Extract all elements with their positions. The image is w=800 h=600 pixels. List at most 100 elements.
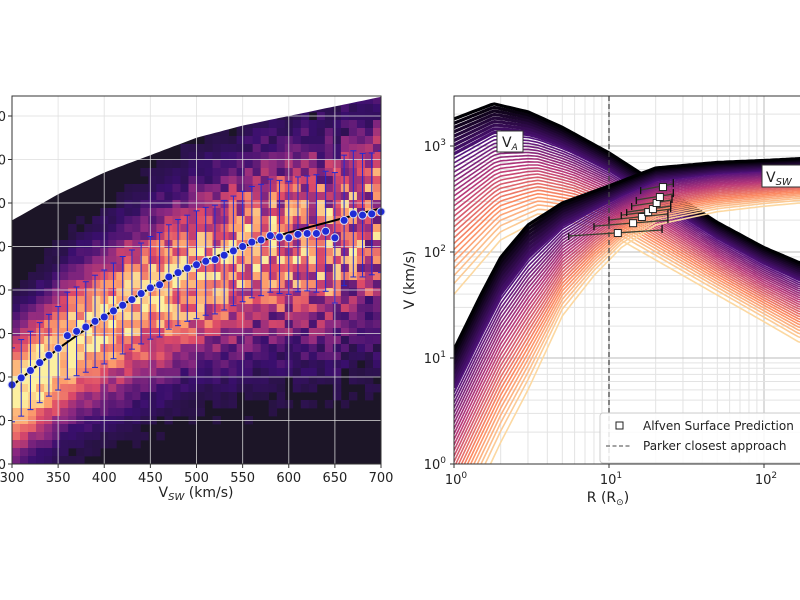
- heatmap-cell: [60, 336, 69, 345]
- heatmap-cell: [204, 144, 213, 153]
- heatmap-cell: [156, 384, 165, 393]
- heatmap-cell: [372, 136, 381, 145]
- heatmap-cell: [276, 336, 286, 345]
- heatmap-cell: [20, 360, 29, 369]
- y-tick-label: 102: [424, 244, 446, 261]
- heatmap-cell: [228, 344, 238, 353]
- heatmap-cell: [308, 248, 318, 257]
- heatmap-cell: [60, 280, 69, 289]
- heatmap-cell: [276, 184, 286, 193]
- heatmap-cell: [148, 352, 157, 361]
- heatmap-cell: [348, 120, 358, 129]
- heatmap-cell: [316, 256, 326, 265]
- heatmap-cell: [348, 368, 358, 377]
- heatmap-cell: [308, 272, 318, 281]
- heatmap-cell: [180, 272, 189, 281]
- vsw-curve: [454, 173, 800, 419]
- heatmap-cell: [268, 224, 278, 233]
- heatmap-cell: [68, 424, 77, 433]
- vsw-curve: [454, 179, 800, 446]
- heatmap-cell: [132, 312, 141, 321]
- heatmap-cell: [68, 288, 77, 297]
- heatmap-cell: [332, 296, 342, 305]
- heatmap-cell: [252, 360, 262, 369]
- heatmap-cell: [84, 424, 93, 433]
- heatmap-cell: [124, 264, 133, 273]
- heatmap-cell: [148, 216, 157, 225]
- heatmap-cell: [340, 256, 350, 265]
- heatmap-cell: [132, 432, 141, 441]
- heatmap-cell: [300, 168, 310, 177]
- heatmap-cell: [116, 392, 125, 401]
- heatmap-cell: [356, 304, 366, 313]
- heatmap-cell: [172, 312, 181, 321]
- heatmap-cell: [308, 288, 318, 297]
- heatmap-cell: [156, 272, 165, 281]
- mean-point: [367, 209, 377, 219]
- heatmap-cell: [244, 360, 254, 369]
- heatmap-cell: [372, 168, 381, 177]
- heatmap-cell: [60, 384, 69, 393]
- heatmap-cell: [260, 216, 270, 225]
- heatmap-cell: [20, 328, 29, 337]
- heatmap-cell: [364, 296, 374, 305]
- heatmap-cell: [252, 392, 262, 401]
- heatmap-cell: [196, 256, 205, 265]
- heatmap-cell: [260, 144, 270, 153]
- heatmap-cell: [300, 384, 310, 393]
- heatmap-cell: [348, 104, 358, 113]
- heatmap-cell: [252, 368, 262, 377]
- heatmap-cell: [260, 304, 270, 313]
- heatmap-cell: [220, 392, 229, 401]
- heatmap-cell: [268, 160, 278, 169]
- heatmap-cell: [164, 168, 173, 177]
- heatmap-cell: [124, 224, 133, 233]
- heatmap-cell: [308, 152, 318, 161]
- heatmap-cell: [124, 424, 133, 433]
- heatmap-cell: [76, 448, 85, 457]
- heatmap-cell: [316, 176, 326, 185]
- heatmap-cell: [212, 184, 221, 193]
- mean-point: [53, 343, 63, 353]
- heatmap-cell: [260, 296, 270, 305]
- heatmap-cell: [364, 96, 374, 105]
- heatmap-cell: [204, 376, 213, 385]
- heatmap-cell: [268, 176, 278, 185]
- heatmap-cell: [252, 208, 262, 217]
- heatmap-cell: [180, 216, 189, 225]
- heatmap-cell: [308, 360, 318, 369]
- heatmap-cell: [124, 232, 133, 241]
- heatmap-cell: [172, 304, 181, 313]
- heatmap-cell: [372, 336, 381, 345]
- heatmap-cell: [188, 256, 197, 265]
- heatmap-cell: [276, 256, 286, 265]
- heatmap-cell: [236, 152, 246, 161]
- heatmap-cell: [204, 392, 213, 401]
- heatmap-cell: [364, 264, 374, 273]
- heatmap-cell: [228, 264, 238, 273]
- heatmap-cell: [372, 152, 381, 161]
- heatmap-cell: [44, 312, 53, 321]
- heatmap-cell: [124, 256, 133, 265]
- heatmap-cell: [356, 328, 366, 337]
- right-axes-frame: [453, 95, 800, 465]
- heatmap-cell: [20, 400, 29, 409]
- heatmap-cell: [180, 240, 189, 249]
- heatmap-cell: [172, 208, 181, 217]
- mean-point: [182, 263, 192, 273]
- heatmap-cell: [36, 272, 45, 281]
- heatmap-cell: [52, 272, 61, 281]
- heatmap-cell: [316, 304, 326, 313]
- heatmap-cell: [76, 216, 85, 225]
- heatmap-cell: [348, 352, 358, 361]
- heatmap-cell: [260, 208, 270, 217]
- vsw-curve: [454, 181, 800, 451]
- heatmap-cell: [300, 312, 310, 321]
- heatmap-cell: [308, 176, 318, 185]
- heatmap-cell: [332, 376, 342, 385]
- heatmap-cell: [172, 384, 181, 393]
- heatmap-cell: [12, 344, 21, 353]
- heatmap-cell: [180, 192, 189, 201]
- heatmap-cell: [180, 328, 189, 337]
- heatmap-cell: [28, 320, 37, 329]
